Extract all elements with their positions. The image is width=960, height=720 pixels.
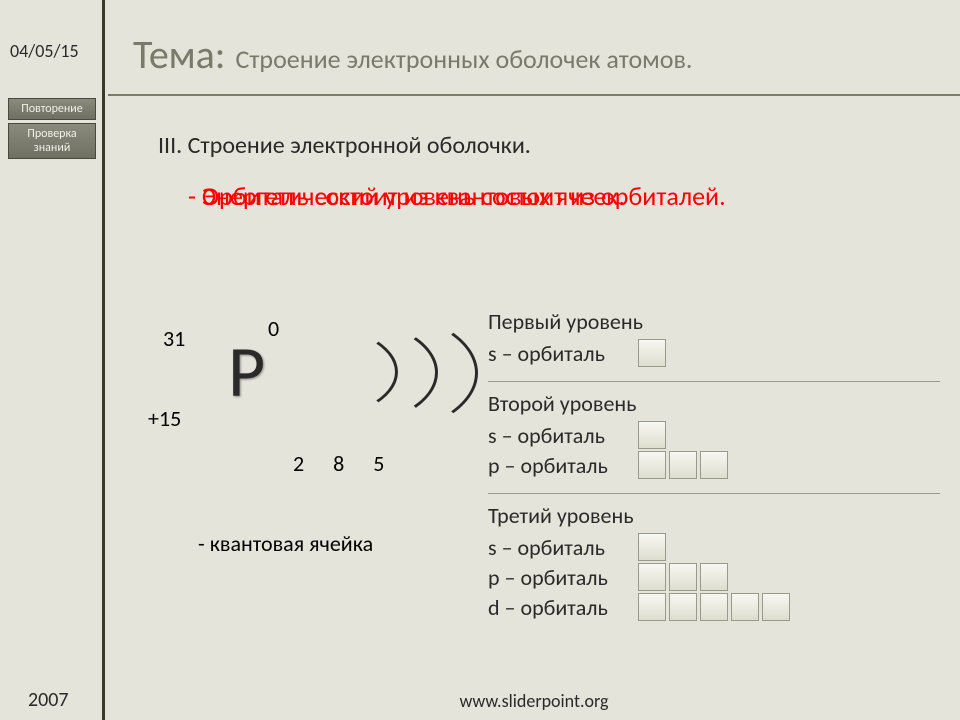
quantum-cell	[638, 451, 666, 479]
quantum-cell-note: - квантовая ячейка	[198, 530, 388, 557]
slide-date: 04/05/15	[10, 40, 79, 62]
orbital-label: d – орбиталь	[488, 594, 618, 621]
orbital-row: s – орбиталь	[488, 421, 940, 449]
quantum-cell	[638, 593, 666, 621]
sidebar: 04/05/15 Повторение Проверка знаний 2007	[0, 0, 105, 720]
check-knowledge-button[interactable]: Проверка знаний	[8, 123, 96, 159]
level-block: Первый уровень s – орбиталь	[488, 300, 940, 382]
quantum-cell	[638, 421, 666, 449]
orbital-label: s – орбиталь	[488, 422, 618, 449]
level-block: Второй уровень s – орбиталь p – орбиталь	[488, 382, 940, 494]
quantum-cell	[669, 563, 697, 591]
quantum-cells	[638, 593, 790, 621]
mass-number: 31	[163, 325, 185, 352]
level-title: Первый уровень	[488, 308, 940, 335]
quantum-cell	[762, 593, 790, 621]
quantum-cell	[700, 451, 728, 479]
main-content: Тема: Строение электронных оболочек атом…	[108, 0, 960, 720]
quantum-cell	[638, 533, 666, 561]
orbital-row: p – орбиталь	[488, 451, 940, 479]
atom-diagram: 31 0 +15 P 2 8 5 - квантовая ячейка	[148, 300, 468, 520]
quantum-cells	[638, 421, 666, 449]
title-row: Тема: Строение электронных оболочек атом…	[108, 0, 960, 96]
level-title: Третий уровень	[488, 502, 940, 529]
shell-arc-3	[248, 308, 478, 438]
level-title: Второй уровень	[488, 390, 940, 417]
theme-label: Тема:	[133, 30, 225, 79]
orbital-row: p – орбиталь	[488, 563, 940, 591]
orbital-label: p – орбиталь	[488, 452, 618, 479]
red-line-2: - Орбиталь состоит из квантовых ячеек.	[188, 180, 625, 212]
quantum-cell	[700, 563, 728, 591]
level-block: Третий уровень s – орбиталь p – орбиталь d …	[488, 494, 940, 635]
quantum-cell	[700, 593, 728, 621]
quantum-cell	[731, 593, 759, 621]
section-title: III. Строение электронной оболочки.	[108, 96, 960, 160]
orbital-label: s – орбиталь	[488, 534, 618, 561]
quantum-cells	[638, 533, 666, 561]
quantum-cells	[638, 563, 728, 591]
orbital-row: s – орбиталь	[488, 339, 940, 367]
quantum-cell	[638, 339, 666, 367]
quantum-cell	[638, 563, 666, 591]
electron-counts: 2 8 5	[293, 450, 396, 477]
orbital-row: d – орбиталь	[488, 593, 940, 621]
orbital-label: p – орбиталь	[488, 564, 618, 591]
orbital-label: s – орбиталь	[488, 340, 618, 367]
repeat-button[interactable]: Повторение	[8, 98, 96, 120]
nav-buttons: Повторение Проверка знаний	[8, 95, 96, 162]
orbital-row: s – орбиталь	[488, 533, 940, 561]
quantum-cells	[638, 451, 728, 479]
energy-levels: Первый уровеньs – орбитальВторой уровень…	[488, 300, 940, 635]
quantum-cell	[669, 451, 697, 479]
quantum-cells	[638, 339, 666, 367]
quantum-cell	[669, 593, 697, 621]
nuclear-charge: +15	[148, 405, 181, 432]
theme-text: Строение электронных оболочек атомов.	[235, 43, 692, 75]
slide-year: 2007	[28, 688, 69, 712]
footer-url: www.sliderpoint.org	[459, 690, 608, 712]
